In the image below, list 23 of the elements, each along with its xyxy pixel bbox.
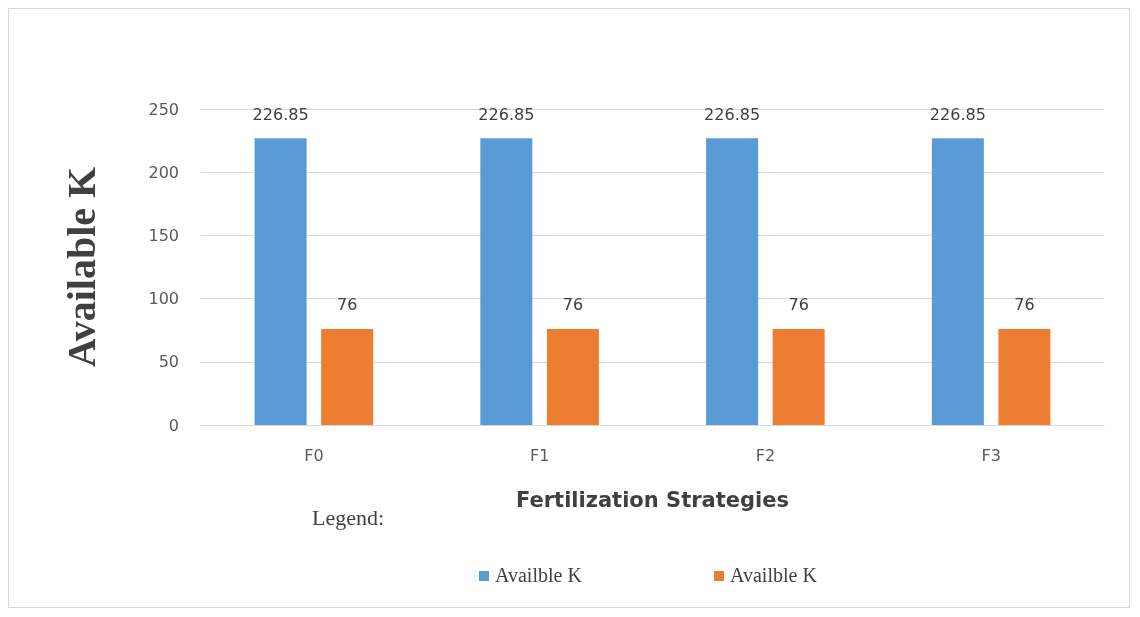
y-tick-label: 0 [168,415,179,435]
x-tick-label: F0 [304,445,324,465]
data-label: 76 [562,295,584,315]
legend-label: Availble K [730,564,818,586]
x-axis-title: Fertilization Strategies [516,487,789,512]
data-label: 76 [336,295,358,315]
x-tick-label: F2 [755,445,776,465]
y-tick-label: 200 [148,162,179,182]
data-label: 76 [1014,295,1035,315]
data-label: 226.85 [929,104,986,124]
y-tick-label: 250 [148,99,179,119]
x-tick-label: F1 [529,445,550,465]
y-tick-label: 150 [148,225,179,245]
data-label: 226.85 [252,104,309,124]
data-label: 226.85 [478,104,535,124]
y-axis-title: Available K [58,166,104,368]
y-tick-label: 100 [148,289,179,309]
y-tick-label: 50 [158,352,179,372]
x-tick-label: F3 [981,445,1001,465]
legend-title: Legend: [312,504,385,530]
legend-label: Availble K [495,564,583,586]
data-label: 226.85 [704,104,761,124]
data-label: 76 [788,295,809,315]
